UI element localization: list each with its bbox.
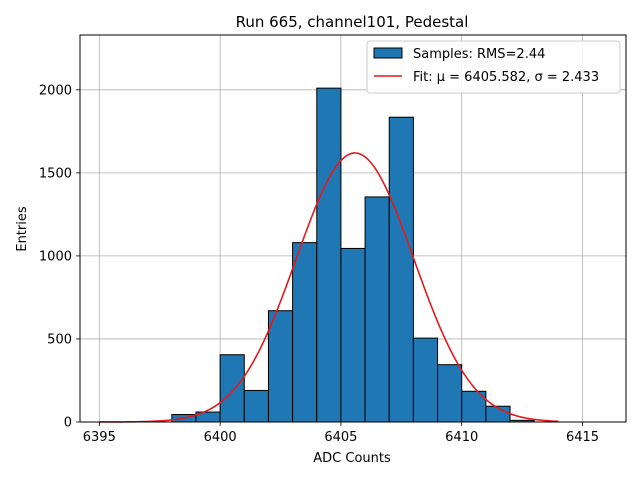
histogram-bar — [219, 354, 245, 423]
histogram-bar — [364, 196, 390, 423]
y-axis-ticks: 0 500 1000 1500 2000 — [39, 83, 80, 431]
x-axis-label: ADC Counts — [313, 451, 391, 466]
legend-swatch-samples — [373, 47, 403, 59]
x-tick-label: 6415 — [566, 430, 599, 445]
gaussian-fit-curve — [99, 152, 559, 423]
x-axis-ticks: 6395 6400 6405 6410 6415 — [83, 422, 599, 445]
legend-label-fit: Fit: μ = 6405.582, σ = 2.433 — [413, 70, 599, 85]
y-tick-label: 2000 — [39, 83, 72, 98]
legend-label-samples: Samples: RMS=2.44 — [413, 47, 545, 62]
histogram-bar — [412, 337, 439, 423]
histogram-bar — [340, 247, 366, 423]
y-tick-label: 1000 — [39, 249, 72, 264]
x-tick-label: 6405 — [324, 430, 357, 445]
x-tick-label: 6395 — [83, 430, 116, 445]
histogram-bar — [388, 116, 414, 423]
histogram-bar — [316, 87, 342, 423]
y-tick-label: 0 — [64, 416, 72, 431]
y-tick-label: 1500 — [39, 166, 72, 181]
x-tick-label: 6400 — [204, 430, 237, 445]
histogram-bar — [243, 389, 269, 423]
x-tick-label: 6410 — [445, 430, 478, 445]
plot-frame — [79, 34, 627, 423]
y-tick-label: 500 — [47, 332, 72, 347]
histogram-bar — [292, 242, 318, 423]
histogram-bar — [267, 310, 294, 423]
histogram-bar — [437, 364, 463, 423]
y-axis-label: Entries — [15, 206, 30, 252]
legend: Samples: RMS=2.44 Fit: μ = 6405.582, σ =… — [366, 40, 621, 94]
legend-box — [366, 40, 621, 94]
chart-title: Run 665, channel101, Pedestal — [236, 13, 469, 31]
